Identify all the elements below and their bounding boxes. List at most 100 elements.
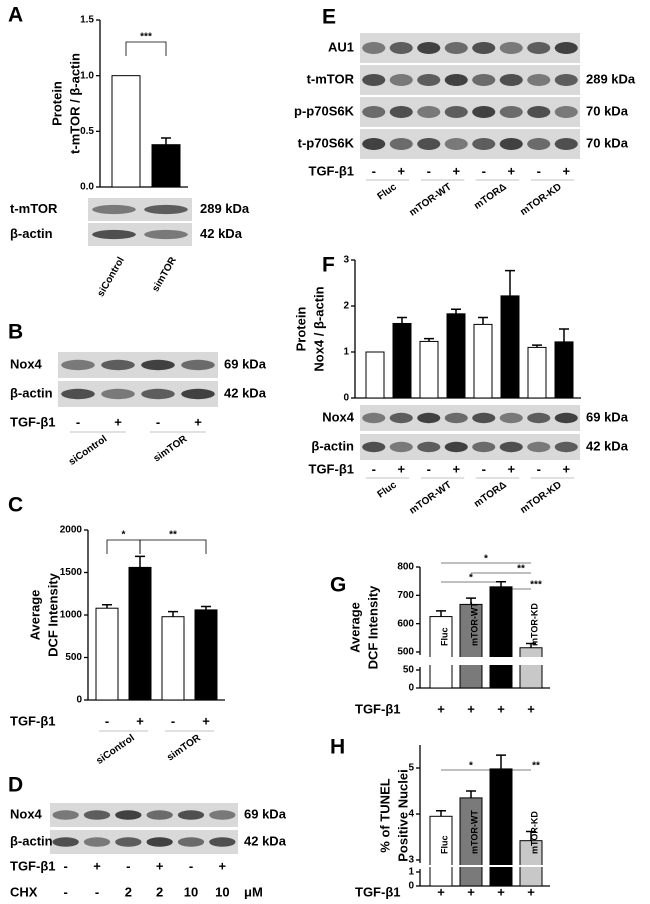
- bar: [527, 346, 547, 399]
- band: [389, 441, 413, 453]
- band: [472, 106, 496, 118]
- band: [101, 388, 135, 400]
- band: [472, 441, 496, 453]
- bar: [554, 341, 574, 399]
- treatment-sign: -: [105, 713, 109, 728]
- bar: [128, 566, 152, 701]
- treatment-label: TGF-β1: [309, 163, 355, 178]
- treatment-sign: -: [537, 461, 541, 476]
- treatment-sign: 2: [125, 884, 132, 899]
- y-tick-label: 0: [76, 695, 82, 706]
- error-bar: [168, 610, 178, 617]
- band: [527, 138, 551, 150]
- treatment-sign: +: [507, 163, 515, 178]
- group-label: mTOR-WT: [408, 480, 454, 517]
- band: [115, 810, 142, 820]
- band: [417, 74, 441, 86]
- band: [554, 74, 578, 86]
- band: [389, 106, 413, 118]
- band: [181, 359, 215, 371]
- bar: [161, 616, 185, 701]
- y-axis-label: % of TUNEL: [377, 778, 392, 852]
- band: [417, 412, 441, 424]
- significance-bracket: [125, 41, 167, 56]
- y-tick-label: 3: [408, 855, 414, 866]
- bar-label: mTORΔ: [499, 820, 509, 854]
- treatment-sign: +: [467, 701, 475, 716]
- y-tick-label: 5: [408, 763, 414, 774]
- significance: **: [169, 530, 177, 541]
- blot-strip: [50, 830, 238, 854]
- error-bar: [201, 605, 211, 610]
- group-label: siControl: [67, 433, 109, 467]
- band: [144, 229, 188, 240]
- treatment-sign: -: [95, 884, 99, 899]
- significance: *: [469, 761, 473, 772]
- treatment-sign: +: [497, 701, 505, 716]
- y-tick-label: 500: [397, 647, 414, 658]
- blot-size: 42 kDa: [224, 385, 267, 400]
- blot-label: β-actin: [311, 438, 354, 453]
- bar: [365, 351, 385, 399]
- bar-label: mTOR-KD: [529, 603, 539, 646]
- bar-label: Fluc: [439, 835, 449, 854]
- blot-strip: [88, 198, 192, 221]
- band: [444, 138, 468, 150]
- group-label: simTOR: [165, 732, 203, 763]
- treatment-sign: 10: [215, 884, 229, 899]
- blot-size: 70 kDa: [586, 135, 629, 150]
- band: [52, 837, 79, 847]
- band: [444, 42, 468, 54]
- band: [144, 204, 188, 215]
- band: [527, 74, 551, 86]
- y-tick-label: 4: [408, 809, 414, 820]
- treatment-sign: +: [562, 163, 570, 178]
- treatment-sign: -: [76, 414, 80, 429]
- band: [101, 359, 135, 371]
- group-label: mTORΔ: [472, 182, 509, 212]
- treatment-sign: +: [397, 461, 405, 476]
- band: [146, 810, 173, 820]
- treatment-label: TGF-β1: [10, 414, 56, 429]
- treatment-label: TGF-β1: [309, 461, 355, 476]
- y-axis-label: Average: [27, 590, 42, 641]
- error-bar: [526, 830, 536, 841]
- band: [499, 412, 523, 424]
- error-bar: [424, 337, 434, 342]
- treatment-sign: 10: [184, 884, 198, 899]
- axis-break: [422, 657, 552, 665]
- band: [554, 412, 578, 424]
- band: [146, 837, 173, 847]
- significance: *: [484, 554, 488, 565]
- band: [362, 106, 386, 118]
- treatment-sign: +: [202, 713, 210, 728]
- y-tick-label: 0.5: [80, 126, 94, 137]
- band: [92, 229, 136, 240]
- band: [52, 810, 79, 820]
- error-bar: [559, 328, 569, 342]
- band: [389, 412, 413, 424]
- treatment-sign: -: [171, 713, 175, 728]
- y-tick-label: 0: [408, 881, 414, 892]
- blot-label: p-p70S6K: [294, 103, 355, 118]
- band: [417, 42, 441, 54]
- band: [527, 106, 551, 118]
- group-label: mTORΔ: [472, 480, 509, 510]
- blot-strip: [50, 803, 238, 827]
- treatment-sign: +: [527, 701, 535, 716]
- y-tick-label: 0: [343, 393, 349, 404]
- panel-letter: G: [330, 574, 346, 597]
- band: [499, 138, 523, 150]
- blot-size: 42 kDa: [200, 226, 243, 241]
- error-bar: [532, 344, 542, 348]
- band: [527, 412, 551, 424]
- y-tick-label: 500: [65, 652, 82, 663]
- y-tick-label: 1.5: [80, 15, 94, 26]
- band: [527, 42, 551, 54]
- treatment-sign: -: [63, 858, 67, 873]
- blot-label: Nox4: [10, 356, 43, 371]
- band: [389, 42, 413, 54]
- error-bar: [436, 610, 446, 617]
- panel-letter: B: [8, 321, 23, 344]
- band: [61, 388, 95, 400]
